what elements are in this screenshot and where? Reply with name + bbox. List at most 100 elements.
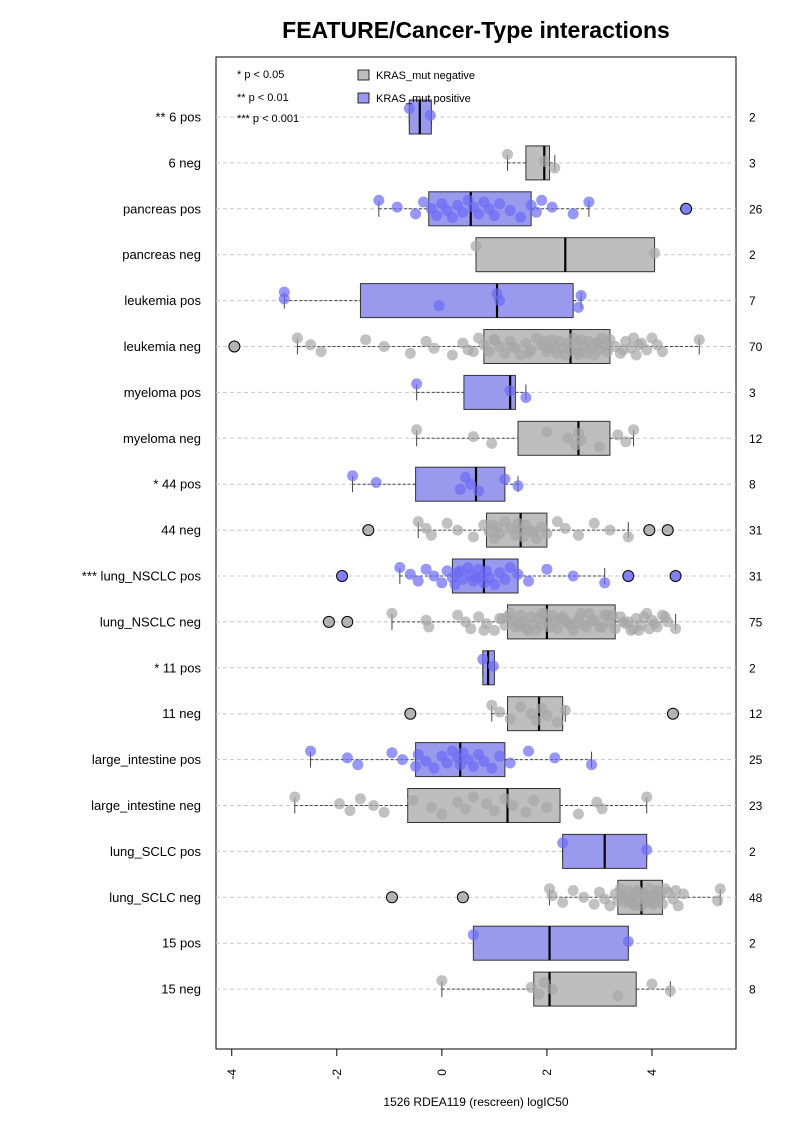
point-44-neg xyxy=(425,529,437,541)
count-label-lung-nsclc-pos: 31 xyxy=(749,570,763,584)
point-lung-nsclc-pos xyxy=(428,570,440,582)
row-label-lung-nsclc-neg: lung_NSCLC neg xyxy=(100,614,201,629)
point-large-intestine-neg xyxy=(641,791,653,803)
point-11-neg xyxy=(559,704,571,716)
count-label-myeloma-pos: 3 xyxy=(749,386,756,400)
point-44-pos xyxy=(454,483,466,495)
point-large-intestine-neg xyxy=(467,791,479,803)
point-11-neg xyxy=(551,716,563,728)
point-lung-nsclc-neg xyxy=(580,621,592,633)
point-pancreas-pos xyxy=(457,206,469,218)
point-myeloma-pos xyxy=(411,378,423,390)
point-pancreas-pos xyxy=(410,208,422,220)
point-lung-nsclc-pos xyxy=(404,568,416,580)
point-leukemia-neg xyxy=(291,332,303,344)
point-lung-nsclc-neg xyxy=(452,609,464,621)
point-lung-nsclc-neg xyxy=(515,619,527,631)
point-large-intestine-neg xyxy=(459,803,471,815)
point-lung-nsclc-neg xyxy=(551,623,563,635)
point-myeloma-neg xyxy=(620,436,632,448)
point-large-intestine-pos xyxy=(412,749,424,760)
legend-swatch-negative xyxy=(357,69,370,81)
point-myeloma-neg xyxy=(575,434,587,446)
count-label-lung-sclc-pos: 2 xyxy=(749,845,756,859)
point-myeloma-neg xyxy=(593,441,605,453)
point-pancreas-pos xyxy=(391,201,403,213)
point-leukemia-neg xyxy=(378,341,390,352)
point-lung-nsclc-neg xyxy=(609,623,621,635)
count-label-leukemia-neg: 70 xyxy=(749,340,763,354)
point-leukemia-neg xyxy=(360,334,372,346)
point-lung-sclc-neg xyxy=(557,896,569,908)
point-myeloma-neg xyxy=(486,437,498,449)
point-lung-nsclc-neg xyxy=(473,611,485,623)
row-label-pancreas-pos: pancreas pos xyxy=(123,201,202,216)
x-tick-label--4: -4 xyxy=(225,1069,239,1080)
point-pancreas-pos xyxy=(494,198,506,210)
outlier-44-neg xyxy=(661,524,674,537)
point-myeloma-neg xyxy=(612,429,624,441)
count-label-large-intestine-neg: 23 xyxy=(749,799,763,813)
outlier-lung-sclc-neg xyxy=(385,891,398,904)
count-label-15-pos: 2 xyxy=(749,937,756,951)
outlier-lung-nsclc-neg xyxy=(341,615,354,628)
point-lung-nsclc-pos xyxy=(457,573,469,585)
point-lung-sclc-neg xyxy=(546,890,558,902)
point-pancreas-pos xyxy=(504,205,516,216)
point-44-pos xyxy=(473,485,485,497)
point-lung-nsclc-neg xyxy=(601,609,613,621)
point-lung-nsclc-neg xyxy=(575,607,587,619)
point-lung-sclc-pos xyxy=(557,837,569,849)
row-label-6-neg: 6 neg xyxy=(168,155,201,170)
point-15-neg xyxy=(612,990,624,1002)
point-lung-sclc-neg xyxy=(672,900,684,912)
point-large-intestine-pos xyxy=(486,762,498,774)
row-label-large-intestine-pos: large_intestine pos xyxy=(92,752,202,767)
point-lung-nsclc-neg xyxy=(465,623,477,635)
point-lung-nsclc-pos xyxy=(420,563,432,575)
point-44-neg xyxy=(486,519,498,531)
count-label-15-neg: 8 xyxy=(749,983,756,997)
plot-frame xyxy=(215,56,737,1050)
point-44-neg xyxy=(559,522,571,534)
point-large-intestine-pos xyxy=(494,750,506,762)
point-15-pos xyxy=(622,936,634,947)
point-leukemia-neg xyxy=(507,341,519,352)
count-label-6-neg: 3 xyxy=(749,156,756,170)
count-label-pancreas-neg: 2 xyxy=(749,248,756,262)
point-lung-sclc-neg xyxy=(567,885,579,896)
point-lung-sclc-neg xyxy=(626,890,638,902)
point-leukemia-neg xyxy=(544,342,556,354)
outlier-11-neg xyxy=(666,707,679,720)
point-pancreas-pos xyxy=(417,196,429,208)
box-leukemia-pos xyxy=(359,283,574,319)
point-15-neg xyxy=(646,978,658,990)
x-axis: -4 -2 0 2 4 xyxy=(225,1049,659,1080)
point-lung-nsclc-neg xyxy=(596,621,608,633)
point-large-intestine-pos xyxy=(428,762,440,774)
significance-legend-2: ** p < 0.01 xyxy=(237,92,289,104)
row-label-leukemia-pos: leukemia pos xyxy=(124,293,201,308)
point-leukemia-neg xyxy=(630,349,642,361)
count-label-myeloma-neg: 12 xyxy=(749,432,763,446)
point-myeloma-pos xyxy=(504,385,516,397)
row-label-15-neg: 15 neg xyxy=(161,982,201,997)
outlier-pancreas-pos xyxy=(680,202,693,215)
point-lung-sclc-pos xyxy=(641,844,653,856)
point-large-intestine-neg xyxy=(507,800,519,811)
row-labels: ** 6 pos 6 neg pancreas pos pancreas neg leu… xyxy=(82,110,202,997)
row-label-myeloma-neg: myeloma neg xyxy=(123,431,201,446)
row-label-myeloma-pos: myeloma pos xyxy=(124,385,202,400)
outlier-44-neg xyxy=(362,524,375,537)
point-lung-nsclc-neg xyxy=(496,613,508,624)
point-large-intestine-pos xyxy=(586,759,598,771)
count-label-11-neg: 12 xyxy=(749,707,763,721)
point-11-neg xyxy=(530,715,542,726)
point-lung-nsclc-pos xyxy=(470,572,482,584)
point-pancreas-pos xyxy=(536,194,548,206)
point-leukemia-neg xyxy=(499,347,511,359)
point-44-neg xyxy=(572,529,584,541)
point-44-pos xyxy=(347,470,359,482)
row-label-11-neg: 11 neg xyxy=(162,706,201,721)
